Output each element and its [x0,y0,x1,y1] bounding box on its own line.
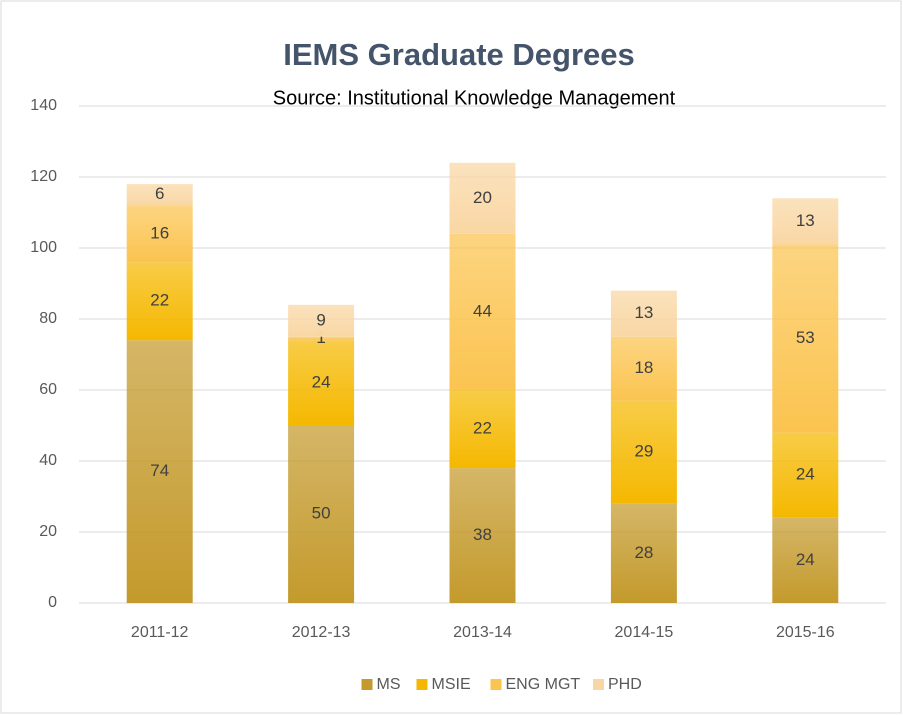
bar-segment [288,425,355,603]
bar-segment [449,233,516,390]
bar-segment [449,390,516,469]
data-label: 53 [796,328,815,347]
legend-swatch [593,679,604,690]
data-label: 24 [796,465,815,484]
data-label: 22 [150,291,169,310]
data-label: 24 [796,550,815,569]
x-tick-label: 2011-12 [131,624,189,641]
data-label: 29 [634,442,653,461]
data-label: 28 [634,543,653,562]
y-tick-label: 100 [30,239,57,256]
bar-segment [610,290,677,337]
legend-swatch [361,679,373,690]
legend-swatch [416,679,428,690]
y-tick-label: 40 [39,452,57,469]
bar-segment [288,304,355,337]
data-label: 18 [634,358,653,377]
bar-segment [772,432,839,518]
data-label: 9 [316,310,325,329]
bar-segment [126,184,193,206]
y-tick-label: 0 [48,594,57,611]
data-label: 74 [150,461,169,480]
legend-label: PHD [608,676,642,693]
bar-segment [449,162,516,234]
bar-segment [772,517,839,603]
bar-segment [772,198,839,245]
data-label: 24 [312,372,331,391]
x-tick-label: 2013-14 [453,624,512,641]
data-label: 20 [473,188,492,207]
bar-segment [610,400,677,504]
x-tick-label: 2015-16 [776,624,835,641]
data-label: 22 [473,419,492,438]
bar-segment [772,244,839,433]
data-label: 1 [316,328,325,347]
bar-segment [449,468,516,603]
data-label: 16 [150,223,169,242]
x-tick-label: 2012-13 [292,624,351,641]
chart-title: IEMS Graduate Degrees [283,37,634,72]
legend-label: MS [377,676,401,693]
data-label: 13 [634,303,653,322]
bar-segment [126,262,193,341]
bar-segment [126,205,193,263]
legend-label: ENG MGT [506,676,581,693]
legend-swatch [490,679,502,690]
legend-label: MSIE [432,676,471,693]
bar-segment [610,503,677,603]
chart-subtitle: Source: Institutional Knowledge Manageme… [273,87,676,109]
data-label: 44 [473,301,492,320]
data-label: 50 [312,504,331,523]
y-tick-label: 120 [30,168,57,185]
bar-segment [288,340,355,426]
y-tick-label: 80 [39,310,57,327]
y-tick-label: 20 [39,523,57,540]
bar-segment [126,340,193,603]
data-label: 38 [473,525,492,544]
y-tick-label: 60 [39,381,57,398]
data-label: 13 [796,211,815,230]
x-tick-label: 2014-15 [615,624,674,641]
y-tick-label: 140 [30,97,57,114]
bar-segment [610,336,677,401]
data-label: 6 [155,184,164,203]
bar-segment [288,336,355,341]
